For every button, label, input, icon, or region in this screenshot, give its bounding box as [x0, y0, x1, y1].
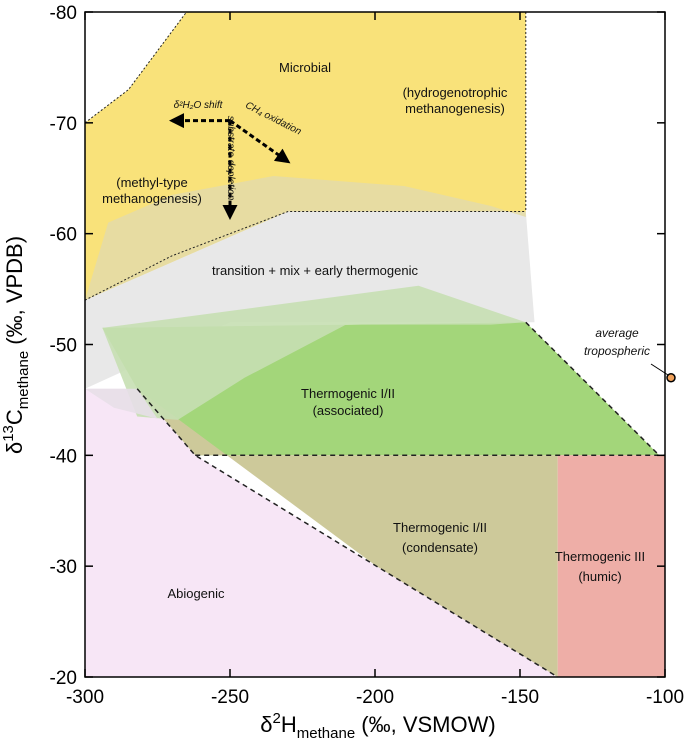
- y-tick-label: -30: [50, 557, 77, 578]
- label-associated-2: (associated): [313, 403, 384, 418]
- tropospheric-point: [666, 373, 676, 383]
- dashed-boundary: [136, 388, 559, 678]
- y-tick-label: -70: [50, 114, 77, 135]
- region-thermogenic-i-ii-condensate: [137, 388, 558, 677]
- label-abiogenic: Abiogenic: [167, 586, 225, 601]
- boundary-layer: [84, 11, 665, 678]
- label-condensate-2: (condensate): [402, 540, 478, 555]
- overlay-associated-transition: [102, 285, 526, 420]
- region-thermogenic-iii-humic: [557, 455, 665, 677]
- overlay-abiogenic-transition: [85, 388, 158, 419]
- x-tick-label: -100: [646, 687, 684, 708]
- y-tick-label: -50: [50, 336, 77, 357]
- y-axis-ticks: -80 -70 -60 -50 -40 -30 -20: [50, 3, 665, 689]
- dashed-boundary: [525, 321, 660, 456]
- region-layer: [85, 12, 665, 677]
- label-humic-2: (humic): [578, 569, 621, 584]
- label-hydrogenotrophic-1: (hydrogenotrophic: [403, 85, 508, 100]
- y-tick-label: -20: [50, 668, 77, 689]
- x-tick-label: -200: [356, 687, 394, 708]
- x-axis-title: δ2Hmethane (‰, VSMOW): [260, 710, 495, 742]
- label-methyl-2: methanogenesis): [102, 191, 202, 206]
- x-axis-ticks: -300 -250 -200 -150 -100: [66, 12, 684, 708]
- label-humic-1: Thermogenic III: [555, 549, 645, 564]
- substrate-depletion-label: substrate depletion: [225, 116, 236, 201]
- label-methyl-1: (methyl-type: [116, 175, 188, 190]
- label-transition: transition + mix + early thermogenic: [212, 263, 418, 278]
- y-axis-title: δ13Cmethane (‰, VPDB): [0, 236, 32, 454]
- y-tick-label: -60: [50, 225, 77, 246]
- label-associated-1: Thermogenic I/II: [301, 386, 395, 401]
- dotted-boundary: [84, 211, 526, 301]
- label-hydrogenotrophic-2: methanogenesis): [405, 101, 505, 116]
- x-tick-label: -150: [501, 687, 539, 708]
- y-tick-label: -80: [50, 3, 77, 24]
- label-condensate-1: Thermogenic I/II: [393, 520, 487, 535]
- label-tropospheric-1: average: [595, 326, 639, 340]
- point-layer: [650, 363, 676, 383]
- overlay-microbial-transition: [85, 176, 526, 301]
- label-microbial: Microbial: [279, 60, 331, 75]
- region-transition-mix-early-thermogenic: [85, 211, 535, 389]
- y-tick-label: -40: [50, 446, 77, 467]
- x-tick-label: -250: [211, 687, 249, 708]
- h2o-shift-label: δ²H₂O shift: [174, 100, 224, 111]
- x-tick-label: -300: [66, 687, 104, 708]
- region-labels: Microbial (hydrogenotrophic methanogenes…: [102, 60, 650, 601]
- label-tropospheric-2: tropospheric: [584, 344, 650, 358]
- ch4-oxidation-arrow: [229, 119, 291, 164]
